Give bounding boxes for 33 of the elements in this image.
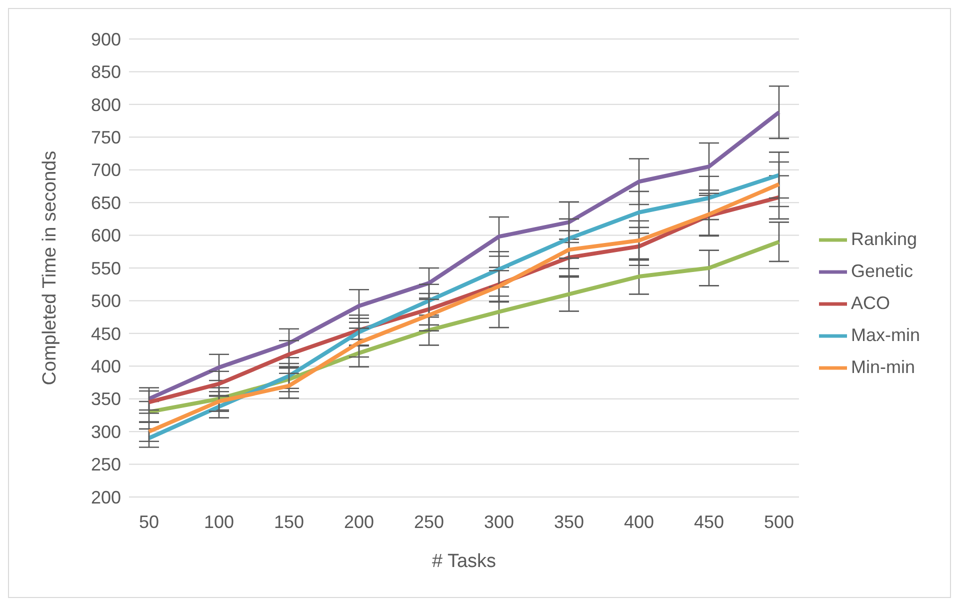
- line-series: [147, 110, 781, 401]
- y-tick-label: 250: [90, 454, 121, 475]
- y-tick-label: 500: [90, 291, 121, 312]
- legend-label: Min-min: [850, 357, 915, 377]
- x-tick-label: 250: [414, 512, 444, 532]
- y-tick-label: 400: [90, 356, 121, 377]
- y-tick-label: 850: [90, 62, 121, 82]
- y-tick-label: 700: [90, 160, 121, 180]
- y-tick-label: 900: [90, 29, 121, 50]
- y-tick-label: 450: [90, 324, 121, 344]
- x-tick-label: 450: [694, 512, 724, 532]
- y-tick-label: 750: [90, 128, 121, 148]
- y-tick-label: 350: [90, 389, 121, 410]
- legend-label: Genetic: [850, 261, 914, 281]
- legend-label: ACO: [850, 293, 890, 313]
- y-tick-label: 300: [90, 422, 121, 442]
- y-tick-label: 800: [90, 94, 121, 115]
- x-tick-label: 400: [624, 512, 654, 532]
- x-axis-title: # Tasks: [432, 551, 496, 572]
- x-tick-label: 100: [204, 512, 234, 532]
- y-tick-label: 550: [90, 258, 121, 278]
- y-tick-label: 600: [90, 226, 121, 246]
- y-axis-title: Completed Time in seconds: [40, 150, 61, 386]
- x-tick-label: 300: [484, 512, 514, 532]
- x-tick-label: 50: [138, 512, 160, 532]
- legend-label: Max-min: [850, 325, 920, 345]
- legend-label: Ranking: [850, 229, 918, 249]
- y-tick-label: 200: [90, 487, 121, 508]
- x-tick-label: 150: [274, 512, 304, 532]
- x-tick-label: 350: [554, 512, 584, 532]
- x-tick-label: 500: [764, 512, 794, 532]
- x-tick-label: 200: [344, 512, 374, 532]
- y-tick-label: 650: [90, 192, 121, 213]
